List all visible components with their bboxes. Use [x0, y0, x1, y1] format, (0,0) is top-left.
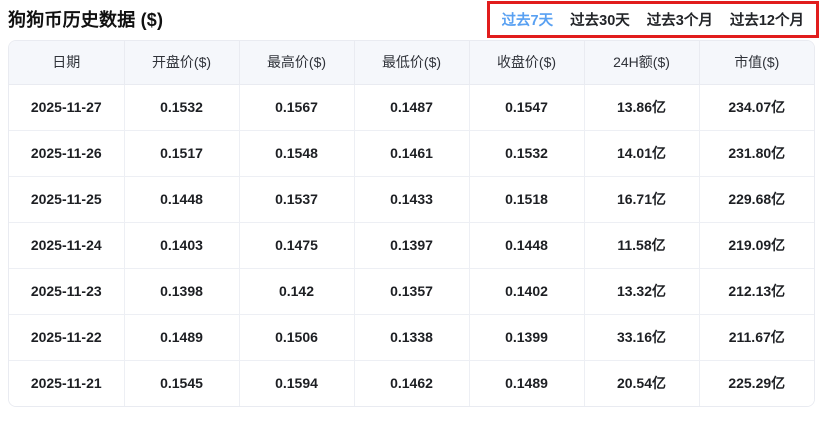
value-cell: 11.58亿 — [584, 222, 700, 269]
date-cell: 2025-11-24 — [9, 222, 125, 269]
page-title: 狗狗币历史数据 ($) — [8, 10, 164, 30]
value-cell: 0.1517 — [124, 130, 240, 177]
value-cell: 0.1461 — [354, 130, 470, 177]
column-header: 最低价($) — [354, 41, 470, 85]
value-cell: 219.09亿 — [699, 222, 814, 269]
value-cell: 211.67亿 — [699, 314, 814, 361]
value-cell: 0.1594 — [239, 360, 355, 406]
date-cell: 2025-11-26 — [9, 130, 125, 177]
value-cell: 0.1338 — [354, 314, 470, 361]
table-row: 2025-11-24 0.1403 0.1475 0.1397 0.1448 11.58亿… — [9, 222, 814, 269]
date-cell: 2025-11-23 — [9, 268, 125, 315]
table-header-row: 日期 开盘价($) 最高价($) 最低价($) 收盘价($) 24H额($) 市值($) — [9, 41, 814, 85]
tab-past-3-months[interactable]: 过去3个月 — [646, 12, 713, 29]
value-cell: 33.16亿 — [584, 314, 700, 361]
value-cell: 0.1397 — [354, 222, 470, 269]
value-cell: 0.1403 — [124, 222, 240, 269]
value-cell: 212.13亿 — [699, 268, 814, 315]
history-table: 日期 开盘价($) 最高价($) 最低价($) 收盘价($) 24H额($) 市值($) 2… — [8, 40, 815, 407]
value-cell: 0.1402 — [469, 268, 585, 315]
value-cell: 0.1487 — [354, 84, 470, 131]
value-cell: 0.1448 — [469, 222, 585, 269]
value-cell: 229.68亿 — [699, 176, 814, 223]
table-row: 2025-11-27 0.1532 0.1567 0.1487 0.1547 13.86亿… — [9, 84, 814, 131]
value-cell: 0.1537 — [239, 176, 355, 223]
value-cell: 0.1506 — [239, 314, 355, 361]
value-cell: 234.07亿 — [699, 84, 814, 131]
value-cell: 0.1475 — [239, 222, 355, 269]
value-cell: 0.1398 — [124, 268, 240, 315]
tab-past-30-days[interactable]: 过去30天 — [570, 12, 630, 29]
value-cell: 13.32亿 — [584, 268, 700, 315]
time-range-tabs: 过去7天 过去30天 过去3个月 过去12个月 — [502, 9, 804, 30]
value-cell: 13.86亿 — [584, 84, 700, 131]
value-cell: 0.1532 — [124, 84, 240, 131]
tab-past-7-days[interactable]: 过去7天 — [501, 12, 554, 29]
column-header: 收盘价($) — [469, 41, 585, 85]
value-cell: 0.1489 — [124, 314, 240, 361]
value-cell: 0.1518 — [469, 176, 585, 223]
table-row: 2025-11-23 0.1398 0.142 0.1357 0.1402 13.32亿 2… — [9, 268, 814, 315]
value-cell: 0.1462 — [354, 360, 470, 406]
table-row: 2025-11-21 0.1545 0.1594 0.1462 0.1489 20.54亿… — [9, 360, 814, 406]
date-cell: 2025-11-25 — [9, 176, 125, 223]
value-cell: 0.1548 — [239, 130, 355, 177]
value-cell: 16.71亿 — [584, 176, 700, 223]
column-header: 24H额($) — [584, 41, 700, 85]
topbar: 狗狗币历史数据 ($) 过去7天 过去30天 过去3个月 过去12个月 — [0, 0, 823, 40]
value-cell: 0.1489 — [469, 360, 585, 406]
value-cell: 0.1532 — [469, 130, 585, 177]
value-cell: 0.1433 — [354, 176, 470, 223]
time-range-highlight-box: 过去7天 过去30天 过去3个月 过去12个月 — [486, 0, 819, 38]
column-header: 日期 — [9, 41, 125, 85]
value-cell: 0.1567 — [239, 84, 355, 131]
date-cell: 2025-11-27 — [9, 84, 125, 131]
tab-past-12-months[interactable]: 过去12个月 — [729, 12, 804, 29]
value-cell: 231.80亿 — [699, 130, 814, 177]
value-cell: 0.1357 — [354, 268, 470, 315]
table-row: 2025-11-26 0.1517 0.1548 0.1461 0.1532 14.01亿… — [9, 130, 814, 177]
date-cell: 2025-11-21 — [9, 360, 125, 406]
value-cell: 0.1547 — [469, 84, 585, 131]
column-header: 市值($) — [699, 41, 814, 85]
value-cell: 14.01亿 — [584, 130, 700, 177]
column-header: 开盘价($) — [124, 41, 240, 85]
table-row: 2025-11-22 0.1489 0.1506 0.1338 0.1399 33.16亿… — [9, 314, 814, 361]
column-header: 最高价($) — [239, 41, 355, 85]
value-cell: 0.142 — [239, 268, 355, 315]
value-cell: 225.29亿 — [699, 360, 814, 406]
value-cell: 0.1545 — [124, 360, 240, 406]
value-cell: 0.1399 — [469, 314, 585, 361]
table-row: 2025-11-25 0.1448 0.1537 0.1433 0.1518 16.71亿… — [9, 176, 814, 223]
value-cell: 0.1448 — [124, 176, 240, 223]
value-cell: 20.54亿 — [584, 360, 700, 406]
date-cell: 2025-11-22 — [9, 314, 125, 361]
